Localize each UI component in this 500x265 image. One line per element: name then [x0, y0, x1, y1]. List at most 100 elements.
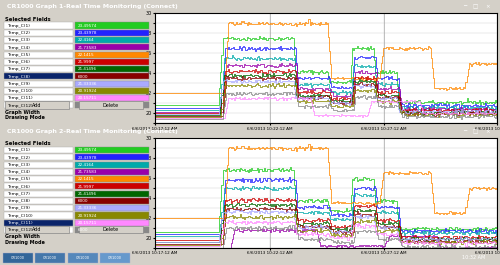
FancyBboxPatch shape: [75, 220, 148, 226]
Text: 21.33336: 21.33336: [78, 206, 97, 210]
Text: Temp_C(9): Temp_C(9): [7, 82, 30, 86]
FancyBboxPatch shape: [79, 226, 142, 233]
Text: Add: Add: [32, 103, 42, 108]
Text: Delete: Delete: [103, 103, 119, 108]
FancyBboxPatch shape: [4, 227, 73, 233]
FancyBboxPatch shape: [75, 44, 148, 50]
Text: CR1000 Graph 2-Real Time Monitoring (Connect): CR1000 Graph 2-Real Time Monitoring (Con…: [8, 129, 178, 134]
Text: Temp_C(10): Temp_C(10): [7, 89, 32, 93]
Text: 20.91924: 20.91924: [78, 214, 97, 218]
FancyBboxPatch shape: [75, 169, 148, 175]
Text: Temp_C(11): Temp_C(11): [7, 221, 32, 225]
FancyBboxPatch shape: [75, 154, 148, 160]
Text: 6000: 6000: [78, 74, 88, 78]
Text: ×: ×: [485, 129, 490, 134]
Text: 21.73583: 21.73583: [78, 170, 97, 174]
Text: 21.73583: 21.73583: [78, 46, 97, 50]
FancyBboxPatch shape: [75, 30, 148, 36]
Text: 22.1415: 22.1415: [78, 53, 94, 57]
Text: Selected Fields: Selected Fields: [6, 141, 51, 146]
Text: 6000: 6000: [78, 199, 88, 203]
Text: ─: ─: [463, 129, 466, 134]
Text: 21.41496: 21.41496: [78, 67, 97, 71]
Bar: [35, 253, 65, 263]
Text: 22.4164: 22.4164: [78, 38, 94, 42]
Text: 22.4164: 22.4164: [78, 163, 94, 167]
Text: 23.43978: 23.43978: [78, 31, 97, 35]
FancyBboxPatch shape: [75, 88, 148, 94]
Text: Temp_C(1): Temp_C(1): [7, 24, 30, 28]
Text: Selected Fields: Selected Fields: [6, 16, 51, 21]
FancyBboxPatch shape: [75, 51, 148, 58]
FancyBboxPatch shape: [75, 37, 148, 43]
FancyBboxPatch shape: [75, 198, 148, 204]
FancyBboxPatch shape: [4, 44, 73, 50]
FancyBboxPatch shape: [4, 198, 73, 204]
FancyBboxPatch shape: [4, 162, 73, 168]
Text: CR1000: CR1000: [43, 256, 57, 260]
FancyBboxPatch shape: [75, 162, 148, 168]
FancyBboxPatch shape: [4, 95, 73, 101]
Text: ─: ─: [463, 5, 466, 10]
Text: Temp_C(4): Temp_C(4): [7, 46, 30, 50]
FancyBboxPatch shape: [4, 23, 73, 29]
Text: 23.49574: 23.49574: [78, 24, 97, 28]
FancyBboxPatch shape: [79, 101, 142, 109]
Text: Temp_C(12): Temp_C(12): [7, 104, 32, 108]
Text: Temp_C(2): Temp_C(2): [7, 156, 30, 160]
FancyBboxPatch shape: [75, 227, 148, 233]
Text: 21.33336: 21.33336: [78, 82, 97, 86]
FancyBboxPatch shape: [4, 73, 73, 79]
FancyBboxPatch shape: [4, 147, 73, 153]
Text: CR1000: CR1000: [76, 256, 90, 260]
FancyBboxPatch shape: [6, 101, 69, 109]
Text: Temp_C(9): Temp_C(9): [7, 206, 30, 210]
Text: 21.41496: 21.41496: [78, 192, 97, 196]
FancyBboxPatch shape: [4, 81, 73, 87]
Text: Graph Width: Graph Width: [6, 110, 40, 115]
Text: Temp_C(12): Temp_C(12): [7, 228, 32, 232]
FancyBboxPatch shape: [4, 220, 73, 226]
Bar: [68, 253, 98, 263]
Text: □: □: [473, 129, 478, 134]
FancyBboxPatch shape: [6, 226, 69, 233]
Text: Temp_C(5): Temp_C(5): [7, 177, 30, 181]
Text: ×: ×: [485, 5, 490, 10]
Text: Drawing Mode: Drawing Mode: [6, 115, 46, 120]
FancyBboxPatch shape: [75, 23, 148, 29]
FancyBboxPatch shape: [4, 154, 73, 160]
Text: Temp_C(7): Temp_C(7): [7, 192, 30, 196]
FancyBboxPatch shape: [4, 88, 73, 94]
Text: CR1000: CR1000: [108, 256, 122, 260]
Text: 20.91924: 20.91924: [78, 89, 97, 93]
Text: 10:32 AM: 10:32 AM: [462, 255, 485, 260]
Text: Temp_C(3): Temp_C(3): [7, 38, 30, 42]
Text: CR1000 Graph 1-Real Time Monitoring (Connect): CR1000 Graph 1-Real Time Monitoring (Con…: [8, 5, 178, 10]
FancyBboxPatch shape: [4, 66, 73, 72]
FancyBboxPatch shape: [4, 191, 73, 197]
Text: Drawing Mode: Drawing Mode: [6, 240, 46, 245]
Text: 20.15711: 20.15711: [78, 96, 97, 100]
Text: Temp_C(6): Temp_C(6): [7, 185, 30, 189]
FancyBboxPatch shape: [4, 176, 73, 182]
FancyBboxPatch shape: [4, 169, 73, 175]
FancyBboxPatch shape: [75, 81, 148, 87]
FancyBboxPatch shape: [75, 147, 148, 153]
Text: CR1000: CR1000: [10, 256, 24, 260]
Text: Temp_C(7): Temp_C(7): [7, 67, 30, 71]
FancyBboxPatch shape: [4, 212, 73, 219]
Text: 22.1415: 22.1415: [78, 177, 94, 181]
Text: Temp_C(5): Temp_C(5): [7, 53, 30, 57]
FancyBboxPatch shape: [75, 205, 148, 211]
FancyBboxPatch shape: [75, 183, 148, 189]
Text: 21.9997: 21.9997: [78, 60, 94, 64]
Text: Temp_C(10): Temp_C(10): [7, 214, 32, 218]
Text: Temp_C(1): Temp_C(1): [7, 148, 30, 152]
Text: 21.9997: 21.9997: [78, 185, 94, 189]
Text: Temp_C(11): Temp_C(11): [7, 96, 32, 100]
Text: Temp_C(3): Temp_C(3): [7, 163, 30, 167]
Text: 20.15711: 20.15711: [78, 221, 97, 225]
Text: Temp_C(8): Temp_C(8): [7, 199, 30, 203]
FancyBboxPatch shape: [75, 95, 148, 101]
FancyBboxPatch shape: [4, 205, 73, 211]
